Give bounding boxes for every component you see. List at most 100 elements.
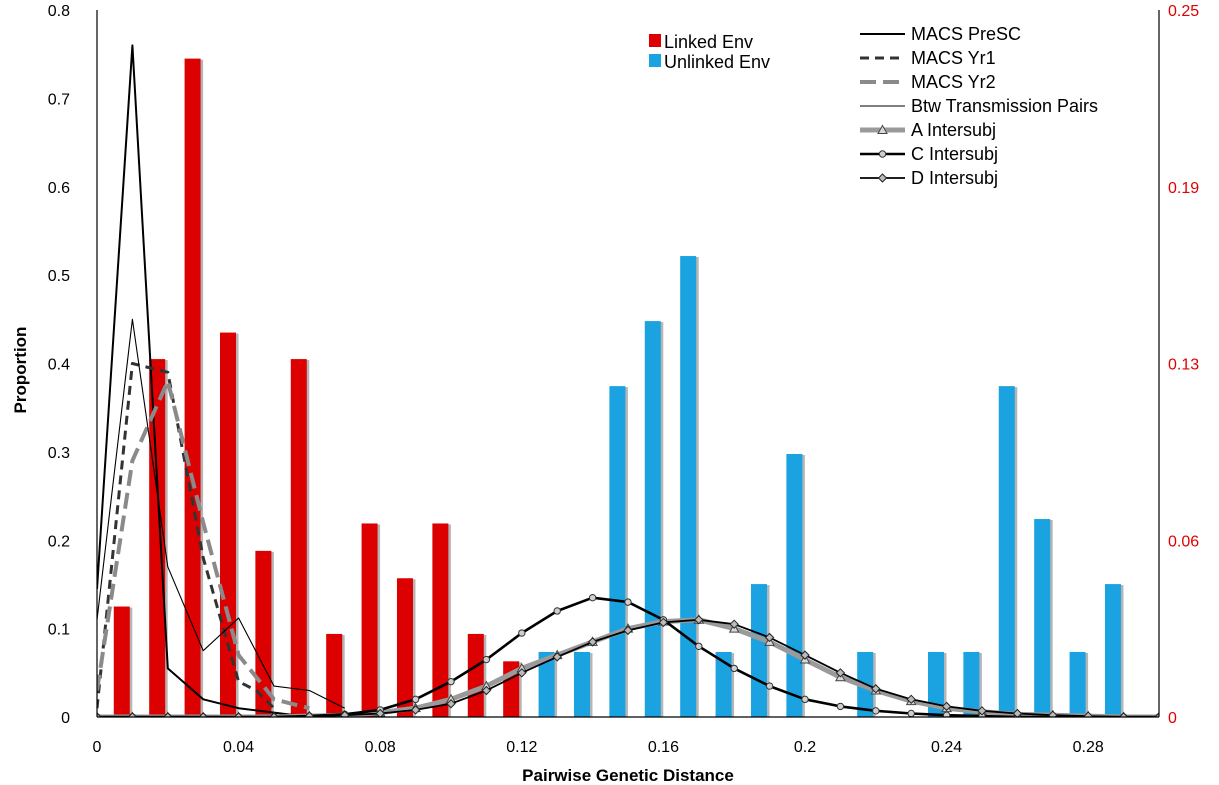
circle-marker: [801, 695, 809, 704]
circle-marker: [695, 642, 703, 650]
diamond-marker: [127, 712, 138, 717]
circle-marker: [765, 682, 774, 690]
circle-marker: [907, 709, 915, 717]
y-left-tick-label: 0.3: [48, 445, 70, 462]
c-intersubj-legend-label: C Intersubj: [911, 144, 998, 164]
linked-env-bar: [290, 359, 307, 717]
diamond-marker: [233, 712, 244, 717]
unlinked-env-bar: [963, 651, 980, 717]
macs-yr1-legend-label: MACS Yr1: [911, 48, 996, 68]
unlinked-env-legend-swatch: [649, 54, 661, 67]
x-tick-label: 0.24: [931, 739, 962, 756]
y-left-tick-label: 0.8: [48, 3, 70, 20]
y-left-tick-label: 0.4: [48, 357, 70, 374]
line-legend: MACS PreSC MACS Yr1 MACS Yr2 Btw Transmissi…: [860, 24, 1098, 188]
circle-marker: [730, 664, 738, 673]
diamond-marker: [871, 684, 881, 694]
circle-marker: [447, 677, 455, 686]
linked-env-bar: [326, 633, 343, 717]
diamond-marker: [1012, 708, 1023, 717]
diamond-marker: [97, 712, 102, 717]
diamond-marker: [1118, 712, 1129, 717]
diamond-marker: [623, 625, 633, 636]
x-tick-labels: 0 0.04 0.08 0.12 0.16 0.2 0.24 0.28: [93, 739, 1104, 756]
axes: [96, 10, 1160, 718]
y-left-tick-labels: 0 0.1 0.2 0.3 0.4 0.5 0.6 0.7 0.8: [48, 3, 70, 727]
x-axis-title: Pairwise Genetic Distance: [522, 766, 734, 785]
circle-marker: [518, 629, 526, 637]
unlinked-env-bar: [644, 321, 661, 717]
diamond-marker: [694, 615, 704, 625]
linked-env-legend-label: Linked Env: [664, 32, 753, 52]
circle-marker: [553, 607, 561, 615]
circle-marker: [878, 150, 887, 158]
diamond-marker: [729, 619, 739, 629]
diamond-marker: [304, 711, 315, 717]
y-left-tick-label: 0.2: [48, 533, 70, 550]
diamond-marker: [269, 712, 279, 717]
linked-env-bar: [361, 523, 378, 717]
unlinked-env-bar: [538, 651, 555, 717]
diamond-marker: [800, 650, 810, 660]
linked-env-legend-swatch: [649, 34, 661, 47]
unlinked-env-bar: [998, 386, 1015, 717]
unlinked-env-bar: [715, 651, 732, 717]
a-intersubj-legend-label: A Intersubj: [911, 120, 996, 140]
linked-env-bar: [396, 578, 413, 717]
diamond-marker: [410, 705, 421, 715]
d-intersubj-legend-label: D Intersubj: [911, 168, 998, 188]
linked-env-bar: [432, 523, 449, 717]
diamond-marker: [446, 699, 456, 709]
x-tick-label: 0.28: [1073, 739, 1104, 756]
diamond-marker: [1083, 711, 1093, 717]
diamond-marker: [835, 668, 846, 678]
y-axis-title: Proportion: [11, 327, 30, 414]
macs-yr2-legend-label: MACS Yr2: [911, 72, 996, 92]
linked-env-bar: [467, 633, 484, 717]
diamond-marker: [481, 685, 492, 696]
circle-marker: [588, 593, 597, 602]
triangle-marker: [877, 124, 888, 134]
linked-env-bar: [184, 58, 201, 717]
diamond-marker: [340, 710, 350, 717]
y-left-tick-label: 0.1: [48, 622, 70, 639]
unlinked-env-bar: [573, 651, 590, 717]
y-right-tick-label: 0.06: [1168, 533, 1199, 550]
circle-marker: [942, 711, 951, 717]
diamond-marker: [764, 632, 775, 643]
diamond-marker: [198, 712, 208, 717]
x-tick-label: 0.04: [223, 739, 254, 756]
macs-yr1-line: [97, 362, 276, 710]
unlinked-env-bar: [1034, 519, 1051, 717]
unlinked-env-bar: [1104, 584, 1121, 717]
linked-env-bar: [219, 332, 236, 717]
linked-env-bar: [255, 550, 272, 717]
y-left-tick-label: 0.5: [48, 268, 70, 285]
y-left-tick-label: 0.6: [48, 180, 70, 197]
diamond-marker: [517, 668, 527, 678]
y-right-tick-label: 0.13: [1168, 357, 1199, 374]
linked-env-bar: [149, 359, 166, 717]
diamond-marker: [163, 712, 173, 717]
y-right-tick-label: 0.25: [1168, 3, 1199, 20]
line-layer: [97, 44, 1159, 717]
btw-transmission-pairs-legend-label: Btw Transmission Pairs: [911, 96, 1098, 116]
diamond-marker: [977, 706, 987, 716]
diamond-marker: [877, 173, 888, 183]
x-tick-label: 0.12: [506, 739, 537, 756]
y-right-tick-label: 0.19: [1168, 180, 1199, 197]
unlinked-env-bar: [927, 651, 944, 717]
linked-env-bar: [113, 606, 130, 717]
btw-transmission-pairs-line: [97, 318, 346, 709]
macs-yr2-line: [97, 379, 310, 711]
diamond-marker: [587, 637, 598, 647]
diamond-marker: [552, 652, 562, 662]
bar-layer: [113, 58, 1124, 717]
y-left-tick-label: 0: [61, 710, 70, 727]
circle-marker: [624, 598, 632, 606]
circle-marker: [872, 707, 880, 715]
x-tick-label: 0: [93, 739, 102, 756]
circle-marker: [411, 695, 420, 704]
unlinked-env-bar: [1069, 651, 1086, 717]
